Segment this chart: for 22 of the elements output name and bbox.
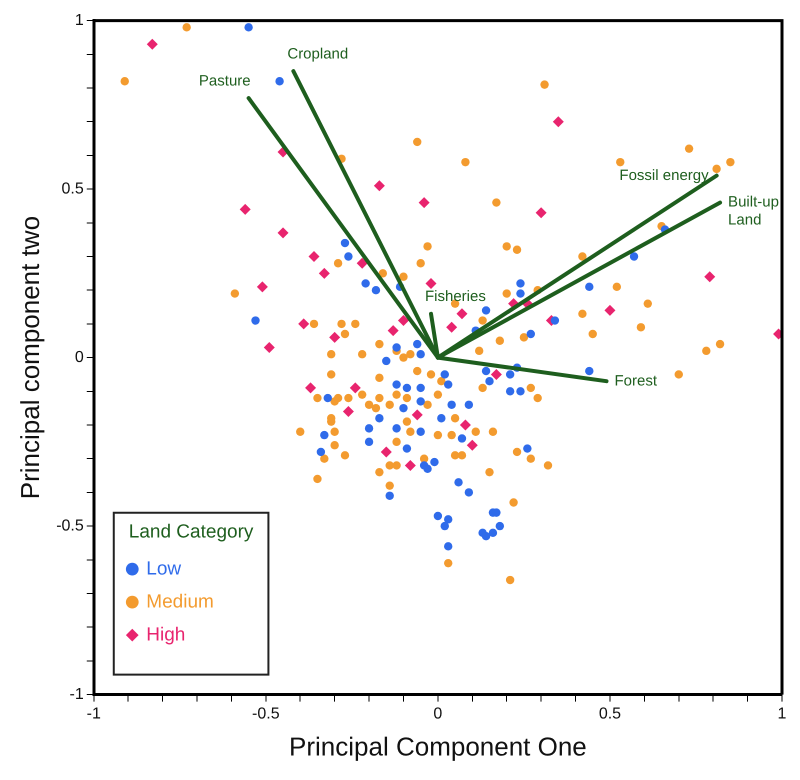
x-tick-label: 0 — [433, 706, 442, 723]
y-tick-label: 1 — [74, 12, 84, 30]
series-label: Fossil energy — [619, 166, 710, 184]
y-tick-label: 0.5 — [62, 180, 84, 198]
x-tick-label: 1 — [778, 706, 787, 723]
series-label: Built-up Land — [728, 194, 779, 229]
y-tick-label: -0.5 — [56, 518, 84, 535]
x-axis-title: Principal Component One — [289, 732, 587, 762]
x-tick-label: -0.5 — [252, 706, 280, 723]
legend-label: Low — [146, 558, 182, 580]
series-label: Pasture — [198, 72, 251, 90]
series-label: Forest — [614, 372, 658, 390]
y-tick-label: -1 — [70, 686, 84, 704]
legend-title: Land Category — [128, 522, 254, 543]
legend-label: Medium — [146, 591, 214, 612]
x-tick-label: -1 — [86, 706, 101, 723]
y-tick-label: 0 — [74, 349, 84, 366]
y-axis-title: Principal component two — [14, 216, 45, 500]
x-tick-label: 0.5 — [598, 706, 622, 723]
series-label: Cropland — [287, 45, 348, 62]
legend-label: High — [146, 624, 186, 646]
series-label: Fisheries — [425, 288, 486, 305]
